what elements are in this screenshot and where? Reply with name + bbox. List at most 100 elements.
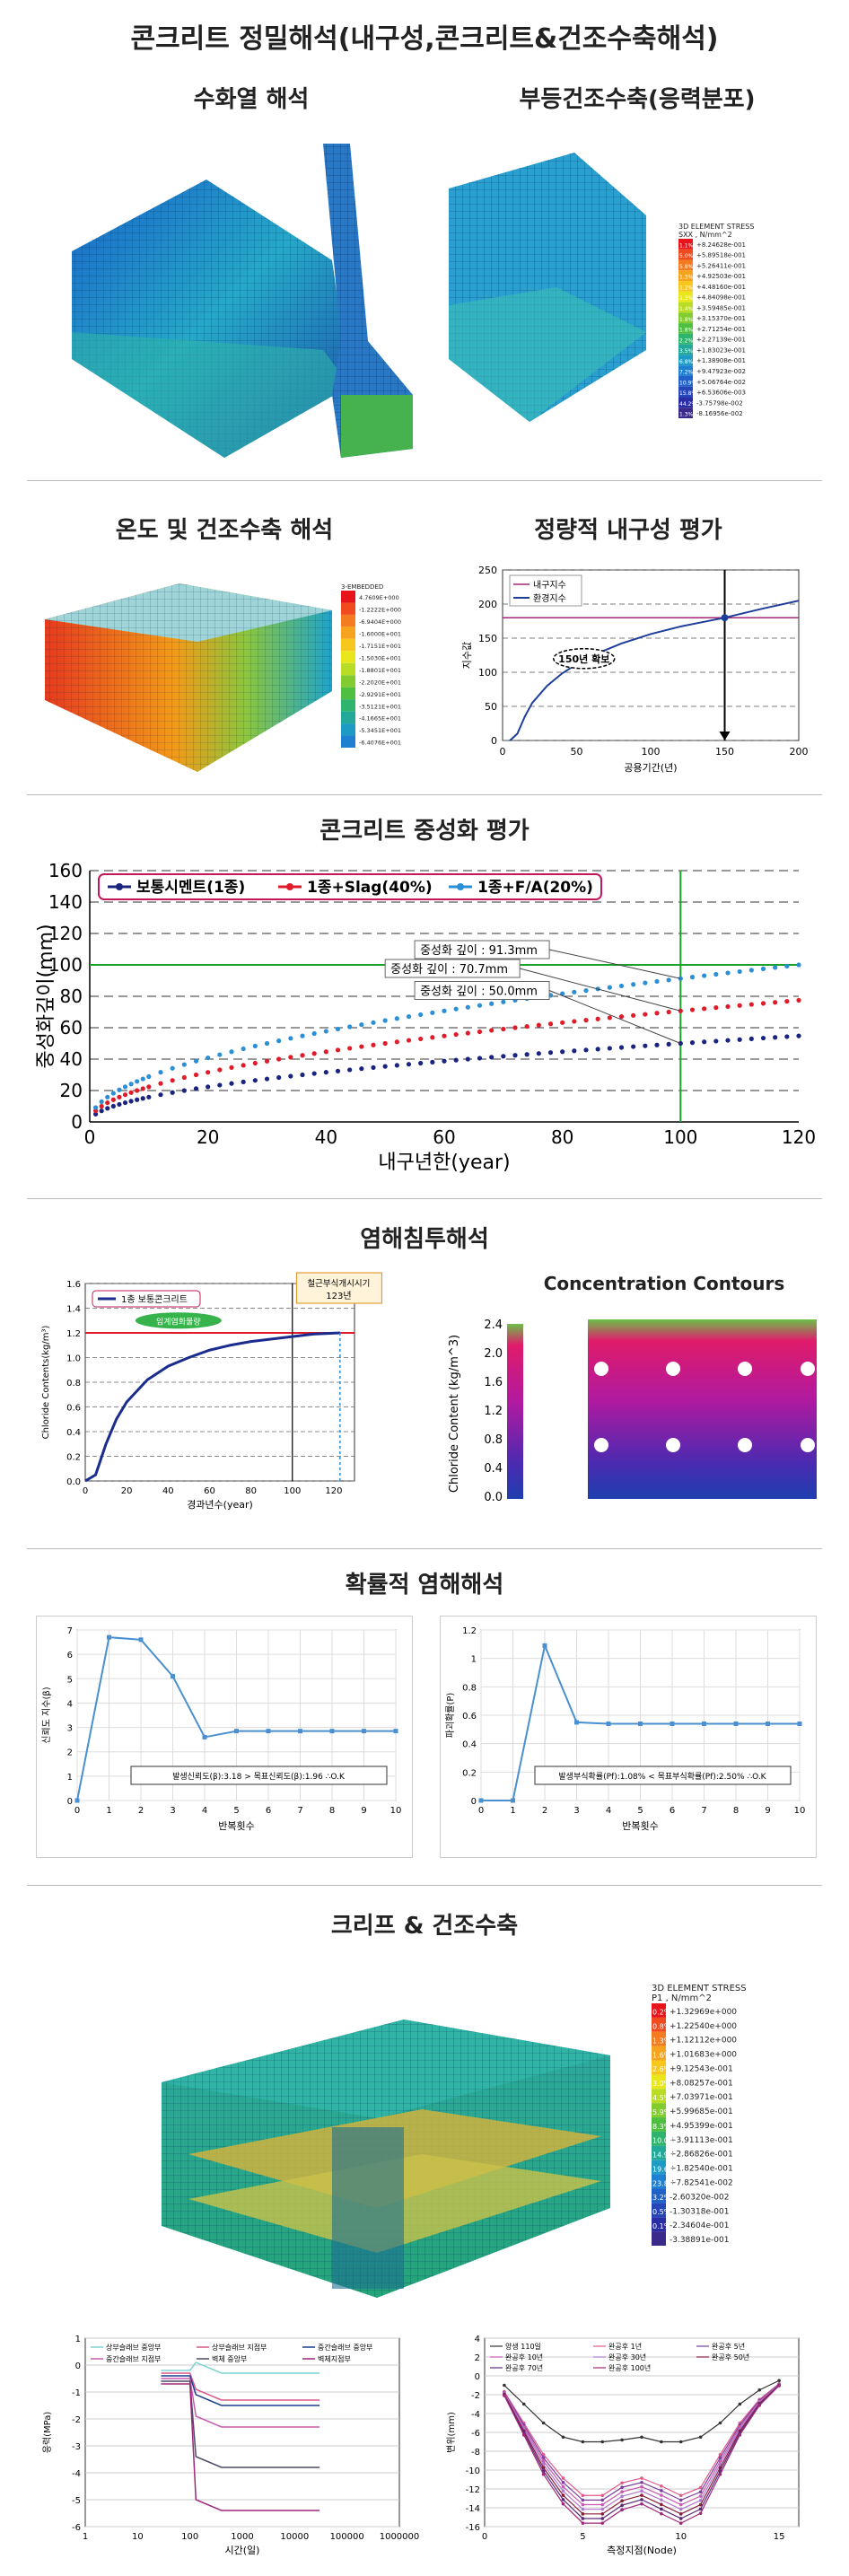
legend-swatch [652, 2131, 666, 2146]
data-point [217, 1082, 223, 1088]
data-point [229, 1049, 234, 1055]
data-point [501, 1054, 506, 1059]
legend-percent: 5.8% [679, 264, 694, 270]
data-point [607, 1015, 612, 1021]
series-line [161, 2375, 320, 2406]
data-point [335, 1026, 341, 1032]
data-point [477, 1003, 483, 1008]
data-point [406, 1062, 412, 1067]
data-point [670, 1722, 675, 1726]
x-tick: 9 [361, 1806, 366, 1816]
legend-percent: 1.3% [679, 412, 694, 418]
data-point [110, 1091, 116, 1096]
data-point [725, 970, 731, 976]
legend-value: -3.5121E+001 [359, 703, 401, 710]
legend-percent: 3.0% [652, 2080, 671, 2088]
data-point [640, 2498, 643, 2502]
data-point [581, 2440, 585, 2444]
x-tick: 100 [663, 1126, 697, 1148]
data-point [581, 2507, 585, 2511]
data-point [678, 2507, 683, 2511]
annotation-oval [553, 648, 616, 670]
legend-swatch [678, 344, 693, 355]
y-tick: -3 [72, 2442, 81, 2452]
legend-value: -8.16956e-002 [696, 410, 743, 417]
data-point [217, 1067, 223, 1073]
y-label: 파괴확률(P) [445, 1693, 456, 1739]
data-point [643, 980, 648, 986]
data-point [217, 1052, 223, 1057]
data-point [442, 1058, 447, 1064]
x-tick: 80 [245, 1486, 257, 1496]
data-point [193, 1086, 199, 1091]
data-point [264, 1040, 270, 1047]
data-point [276, 1056, 282, 1062]
legend-percent: 0.0% [679, 422, 694, 427]
colorbar-tick: 1.6 [484, 1376, 503, 1389]
legend-value: +1.12112e+000 [670, 2037, 737, 2046]
note-box [130, 1766, 388, 1785]
data-point [347, 1046, 353, 1051]
data-point [560, 1049, 565, 1055]
x-tick: 1000 [231, 2532, 253, 2542]
data-point [600, 2507, 605, 2511]
y-tick: 4 [475, 2335, 480, 2344]
rebar-hole [801, 1438, 815, 1452]
data-point [581, 2512, 585, 2516]
data-point [300, 1053, 305, 1058]
x-tick: 100000 [330, 2532, 364, 2542]
legend-item: 벽체 중앙부 [212, 2354, 247, 2363]
y-tick: 100 [48, 954, 83, 976]
data-point [702, 1006, 707, 1012]
legend-swatch [652, 2074, 666, 2090]
durability-index-curve [509, 600, 800, 741]
y-tick: 0 [67, 1797, 73, 1807]
data-point [678, 2440, 683, 2444]
y-tick: -4 [471, 2410, 480, 2420]
legend-swatch [341, 614, 355, 627]
data-point [430, 1010, 435, 1015]
data-point [335, 1068, 341, 1073]
data-point [666, 977, 671, 983]
data-point [572, 989, 577, 994]
colorbar-tick: 0.0 [484, 1491, 503, 1504]
data-point [620, 2438, 624, 2442]
rebar-hole [666, 1438, 680, 1452]
y-tick: -2 [471, 2391, 480, 2401]
data-point [241, 1063, 246, 1068]
data-point [660, 2511, 663, 2516]
legend-value: -3.75798e-002 [696, 399, 743, 407]
hydration-model-tower [323, 144, 413, 458]
y-tick: 0.4 [66, 1428, 81, 1438]
legend-swatch [341, 662, 355, 676]
data-point [640, 2493, 643, 2497]
data-point [631, 1044, 636, 1049]
data-point [620, 2494, 624, 2499]
y-tick: 60 [60, 1017, 83, 1038]
data-point [773, 1035, 778, 1040]
legend-item: 완공후 5년 [712, 2342, 745, 2351]
data-point [640, 2480, 643, 2484]
data-point [135, 1088, 140, 1093]
colorbar-tick: 2.4 [484, 1319, 503, 1332]
failure-probability-chart: 0 1 2 3 4 5 6 7 8 9 10 0 0.2 0.4 0.6 0.8 1 1.2 반복횟수 파괴확률(P)… [445, 1626, 805, 1832]
legend-swatch [678, 333, 693, 345]
x-tick: 4 [202, 1806, 207, 1816]
x-tick: 120 [782, 1126, 816, 1148]
data-point [128, 1090, 134, 1095]
data-point [110, 1103, 116, 1109]
x-tick: 5 [233, 1806, 239, 1816]
y-tick: 2 [475, 2353, 480, 2363]
rebar-hole [738, 1362, 752, 1376]
data-point [298, 1729, 302, 1734]
legend-value: +2.27139e-001 [696, 337, 746, 344]
data-point [606, 1722, 611, 1726]
colorbar-tick: 2.0 [484, 1347, 503, 1361]
x-tick: 10000 [280, 2532, 309, 2542]
data-point [501, 1026, 506, 1032]
legend-value: +5.06764e-002 [696, 379, 746, 386]
legend-swatch [652, 2060, 666, 2075]
data-point [654, 978, 660, 985]
x-tick: 100 [181, 2532, 198, 2542]
y-tick: 120 [48, 923, 83, 944]
